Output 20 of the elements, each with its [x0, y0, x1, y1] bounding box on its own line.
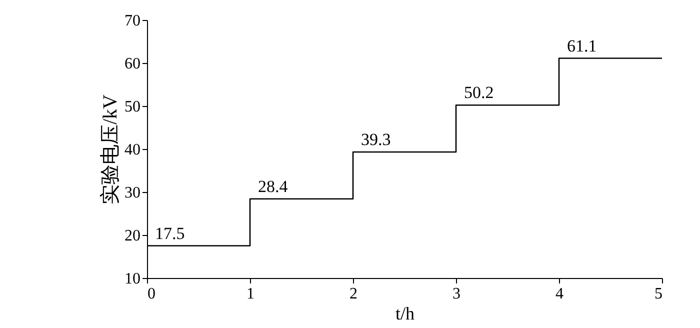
y-tick-label: 40: [124, 142, 140, 158]
x-axis-title: t/h: [395, 304, 415, 324]
data-label: 39.3: [361, 130, 391, 150]
y-tick-label: 30: [124, 184, 140, 202]
y-axis-title: 实验电压/kV: [100, 94, 122, 204]
x-tick-label: 3: [452, 286, 460, 302]
data-label: 61.1: [567, 36, 597, 56]
x-tick-label: 2: [350, 286, 358, 302]
y-tick-label: 70: [124, 12, 140, 30]
y-tick-label: 10: [124, 270, 140, 288]
x-tick-label: 1: [246, 286, 254, 302]
x-tick-label: 5: [654, 286, 662, 302]
data-label: 50.2: [464, 83, 494, 102]
data-label: 28.4: [258, 176, 288, 196]
y-tick-label: 50: [124, 98, 140, 116]
data-label: 17.5: [155, 224, 185, 243]
y-tick-label: 60: [124, 56, 140, 72]
x-tick-label: 4: [556, 286, 564, 302]
y-tick-label: 20: [124, 228, 140, 244]
x-tick-label: 0: [148, 286, 156, 302]
